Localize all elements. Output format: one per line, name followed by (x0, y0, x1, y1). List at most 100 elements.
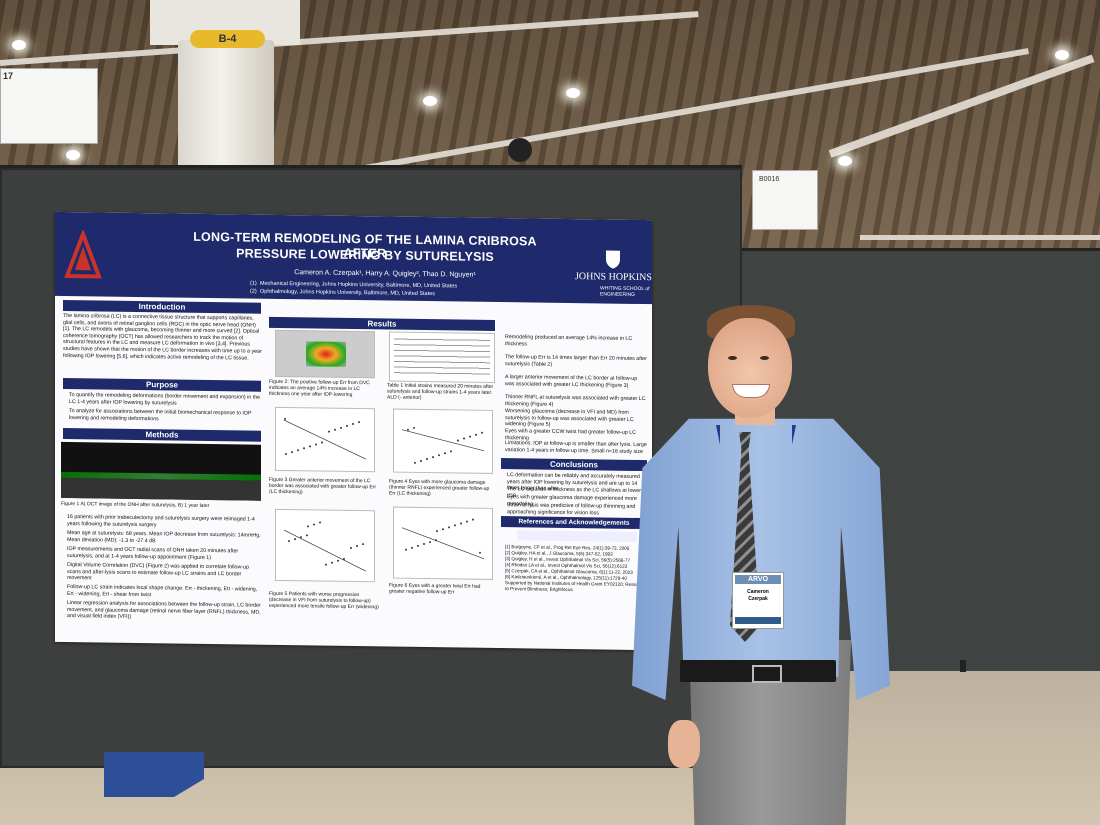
methods-item: Follow-up LC strain indicates local shap… (67, 583, 258, 598)
scatter-point (432, 456, 434, 459)
scatter-point (448, 526, 450, 529)
poster-authors: Cameron A. Czerpak¹, Harry A. Quigley², … (294, 269, 476, 279)
figure6-caption: Figure 6 Eyes with a greater twist Ert h… (389, 582, 481, 596)
scatter-point (356, 545, 358, 548)
scatter-point (423, 542, 425, 545)
scatter-point (319, 521, 321, 524)
results-item: The follow-up Err is 14 times larger tha… (505, 354, 647, 368)
scatter-point (472, 518, 474, 521)
section-purpose: Purpose (63, 377, 261, 392)
methods-item: Digital Volume Correlation (DVC) (Figure… (67, 561, 249, 582)
figure4-scatter (393, 408, 493, 474)
scatter-point (420, 459, 422, 462)
ceiling-light (1055, 50, 1069, 60)
results-item: Remodeling produced an average 14% incre… (505, 334, 633, 348)
figure4-trendline (401, 429, 485, 452)
scatter-point (306, 534, 308, 537)
booth-sign-left: 17 (0, 68, 98, 144)
booth-sign-number: 17 (3, 71, 14, 81)
scatter-point (362, 543, 364, 546)
scatter-point (457, 439, 459, 442)
scatter-point (442, 528, 444, 531)
scatter-point (291, 451, 293, 454)
results-item: A larger anterior movement of the LC bor… (505, 374, 638, 389)
man-eye (728, 356, 737, 360)
scatter-point (340, 426, 342, 429)
scatter-point (300, 536, 302, 539)
ceiling-light (12, 40, 26, 50)
section-methods: Methods (63, 427, 261, 442)
university-logo-icon (64, 229, 102, 279)
results-item: Thinner RNFL at suturelysis was associat… (505, 394, 646, 408)
ceiling-light (566, 88, 580, 98)
booth-sign-label: B0016 (759, 176, 780, 183)
ceiling-truss (860, 235, 1100, 240)
figure3-caption: Figure 3 Greater anterior movement of th… (269, 476, 376, 496)
scatter-point (315, 443, 317, 446)
man-smile (732, 384, 770, 398)
conclusion-item: Strain at lysis was predictive of follow… (507, 502, 636, 517)
shield-icon (606, 250, 620, 269)
scatter-point (325, 563, 327, 566)
scatter-point (328, 430, 330, 433)
ceiling-light (423, 96, 437, 106)
scatter-point (413, 426, 415, 429)
figure4-caption: Figure 4 Eyes with more glaucoma damage … (389, 478, 490, 498)
figure3-scatter (275, 406, 375, 473)
figure5-scatter (275, 508, 375, 583)
scatter-point (469, 435, 471, 438)
results-item: Limitations: IOP at follow-up is smaller… (505, 440, 647, 455)
scatter-point (288, 540, 290, 543)
scatter-point (307, 525, 309, 528)
badge-last-name: Czerpak (748, 596, 768, 602)
purpose-item: To quantify the remodeling deformations … (69, 392, 261, 407)
scatter-point (346, 424, 348, 427)
name-badge: ARVO Cameron Czerpak (732, 572, 784, 629)
figure2-caption: Figure 2: The positive follow-up Err fro… (269, 378, 370, 398)
section-results: Results (269, 316, 495, 331)
ceiling-speaker (508, 138, 532, 162)
scatter-point (321, 441, 323, 444)
scatter-point (466, 520, 468, 523)
figure5-trendline (283, 529, 367, 572)
poster-header: LONG-TERM REMODELING OF THE LAMINA CRIBR… (55, 211, 652, 305)
scatter-point (303, 447, 305, 450)
belt-buckle (752, 665, 782, 683)
scatter-point (411, 546, 413, 549)
sponsor-logos (517, 530, 637, 542)
man-face (708, 318, 792, 418)
methods-item: Mean age at suturelysis: 68 years. Mean … (67, 529, 261, 544)
scatter-point (479, 551, 481, 554)
reference-item: Supported by National Institutes of Heal… (505, 580, 645, 593)
scatter-point (285, 453, 287, 456)
figure5-caption: Figure 5 Patients with worse progression… (269, 590, 379, 611)
ceiling-truss (828, 54, 1095, 158)
scatter-point (481, 431, 483, 434)
purpose-item: To analyze for associations between the … (69, 408, 252, 422)
scatter-point (444, 452, 446, 455)
badge-footer-bar (735, 617, 781, 624)
scatter-point (460, 522, 462, 525)
table1-rows (394, 336, 490, 378)
scatter-point (352, 422, 354, 426)
man-hand (668, 720, 700, 768)
oct-image (61, 441, 261, 501)
methods-item: 16 patients with prior trabeculectomy an… (67, 513, 255, 528)
man-eye (760, 356, 769, 360)
section-conclusions: Conclusions (501, 458, 647, 472)
scatter-point (454, 524, 456, 527)
scatter-point (334, 428, 336, 431)
methods-item: Linear regression analysis for associati… (67, 599, 261, 621)
scatter-point (309, 445, 311, 448)
methods-item: IOP measurements and OCT radial scans of… (67, 545, 239, 561)
scatter-point (463, 437, 465, 440)
figure2-strain-map (275, 329, 375, 379)
institution-subtitle: WHITING SCHOOL of ENGINEERING (600, 285, 650, 298)
badge-first-name: Cameron (747, 589, 769, 595)
scatter-point (436, 530, 438, 533)
figure6-trendline (401, 527, 485, 560)
scatter-point (358, 421, 360, 424)
man-belt (680, 660, 836, 682)
ceiling-light (66, 150, 80, 160)
scatter-point (426, 458, 428, 461)
